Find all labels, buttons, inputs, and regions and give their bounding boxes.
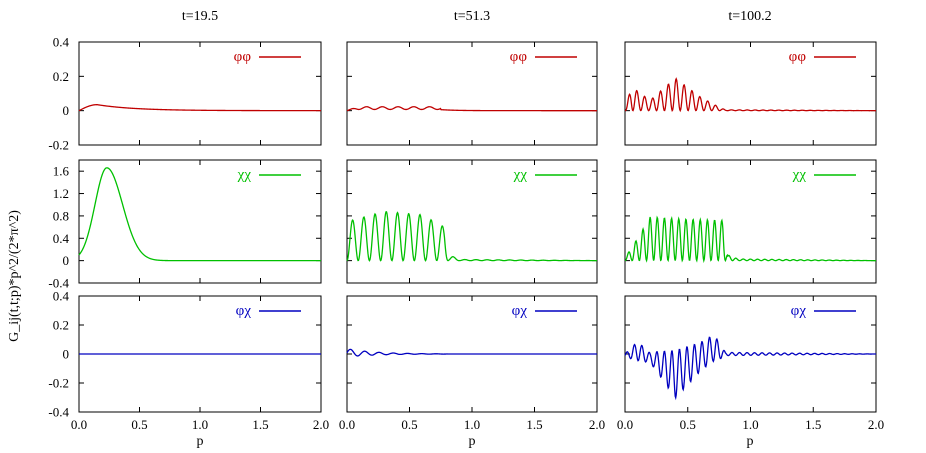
panel-r3-c3: 0.0 0.5 1.0 1.5 2.0 φχ bbox=[617, 295, 884, 432]
y-axis-label: G_ij(t,t;p)*p^2/(2*π^2) bbox=[7, 210, 22, 342]
legend: φφ bbox=[789, 49, 856, 65]
y-tick-label: 0.4 bbox=[53, 231, 70, 246]
legend: χχ bbox=[792, 167, 856, 183]
y-tick-label: -0.2 bbox=[48, 138, 69, 153]
y-tick-label: 0 bbox=[63, 103, 70, 118]
x-tick-label: 2.0 bbox=[868, 417, 884, 432]
legend-label: φφ bbox=[510, 49, 528, 65]
panel-r2-c1: 1.6 1.2 0.8 0.4 0 -0.4 χχ bbox=[48, 159, 322, 291]
panel-r2-c2: χχ bbox=[346, 159, 598, 284]
legend: φχ bbox=[512, 303, 577, 319]
legend-label: χχ bbox=[792, 167, 807, 183]
series-line-1 bbox=[624, 77, 876, 113]
x-tick-label: 1.0 bbox=[742, 417, 758, 432]
x-tick-label: 2.0 bbox=[313, 417, 329, 432]
y-tick-label: 1.2 bbox=[53, 186, 69, 201]
y-tick-label: -0.4 bbox=[48, 405, 69, 420]
x-tick-label: 2.0 bbox=[589, 417, 605, 432]
series-line-2 bbox=[624, 215, 876, 264]
panel-frame bbox=[624, 159, 877, 284]
legend-label: χχ bbox=[237, 167, 252, 183]
y-tick-label: 0 bbox=[63, 253, 70, 268]
column-title-3: t=100.2 bbox=[728, 9, 771, 24]
y-tick-label: 0.8 bbox=[53, 208, 69, 223]
x-tick-label: 1.5 bbox=[526, 417, 542, 432]
legend: φχ bbox=[236, 303, 301, 319]
legend: χχ bbox=[237, 167, 301, 183]
column-title-2: t=51.3 bbox=[454, 9, 490, 24]
legend-label: φχ bbox=[236, 303, 252, 319]
y-tick-label: 0.4 bbox=[53, 289, 70, 304]
legend: φφ bbox=[510, 49, 577, 65]
x-tick-label: 0.0 bbox=[71, 417, 87, 432]
legend: χχ bbox=[513, 167, 577, 183]
x-axis-label-1: p bbox=[197, 434, 204, 449]
series-line-2 bbox=[346, 211, 598, 262]
legend-label: φχ bbox=[512, 303, 528, 319]
y-tick-label: 0.4 bbox=[53, 35, 70, 50]
y-tick-label: -0.2 bbox=[48, 376, 69, 391]
y-tick-label: -0.4 bbox=[48, 276, 69, 291]
x-tick-label: 1.0 bbox=[192, 417, 208, 432]
panel-r1-c3: φφ bbox=[624, 41, 877, 146]
legend-label: φφ bbox=[789, 49, 807, 65]
series-line-3 bbox=[624, 336, 876, 401]
panel-r2-c3: χχ bbox=[624, 159, 877, 284]
x-axis-label-2: p bbox=[469, 434, 476, 449]
series-line-2 bbox=[78, 167, 321, 262]
y-tick-label: 0.2 bbox=[53, 318, 69, 333]
x-tick-label: 0.0 bbox=[339, 417, 355, 432]
y-tick-label: 0.2 bbox=[53, 69, 69, 84]
column-title-1: t=19.5 bbox=[182, 9, 218, 24]
series-line-3 bbox=[346, 348, 597, 357]
x-tick-label: 1.0 bbox=[464, 417, 480, 432]
x-axis-label-3: p bbox=[747, 434, 754, 449]
x-tick-label: 1.5 bbox=[252, 417, 268, 432]
x-tick-label: 0.5 bbox=[401, 417, 417, 432]
legend-label: φχ bbox=[791, 303, 807, 319]
panel-frame bbox=[78, 159, 322, 284]
panel-r3-c2: 0.0 0.5 1.0 1.5 2.0 φχ bbox=[339, 295, 605, 432]
y-tick-label: 1.6 bbox=[53, 164, 70, 179]
series-line-1 bbox=[78, 104, 321, 112]
x-tick-label: 0.0 bbox=[617, 417, 633, 432]
panel-r1-c1: 0.4 0.2 0 -0.2 φφ bbox=[48, 35, 322, 153]
legend-label: φφ bbox=[234, 49, 252, 65]
panel-grid: 0.4 0.2 0 -0.2 φφ φφ φφ 1.6 1.2 0.8 0.4 0 -0.4 χχ χχ χχ… bbox=[48, 35, 884, 433]
panel-r3-c1: 0.4 0.2 0 -0.2 -0.40.0 0.5 1.0 1.5 2.0 φχ bbox=[48, 289, 329, 433]
series-line-1 bbox=[346, 106, 597, 112]
legend: φχ bbox=[791, 303, 856, 319]
y-tick-label: 0 bbox=[63, 347, 70, 362]
x-tick-label: 0.5 bbox=[131, 417, 147, 432]
legend-label: χχ bbox=[513, 167, 528, 183]
panel-r1-c2: φφ bbox=[346, 41, 598, 146]
x-tick-label: 1.5 bbox=[805, 417, 821, 432]
legend: φφ bbox=[234, 49, 301, 65]
x-tick-label: 0.5 bbox=[680, 417, 696, 432]
